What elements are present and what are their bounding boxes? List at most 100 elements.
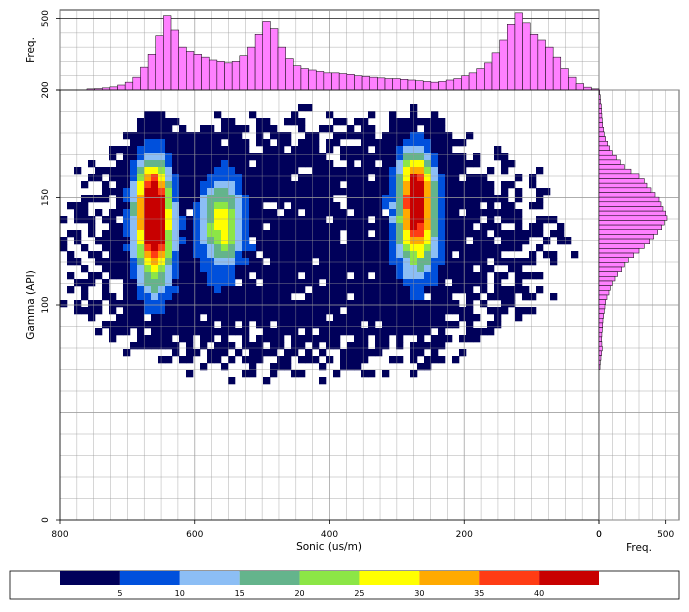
heatmap-cell	[508, 202, 516, 210]
heatmap-cell	[417, 314, 425, 322]
x-tick-label: 400	[321, 530, 338, 540]
heatmap-cell	[95, 251, 103, 259]
heatmap-cell	[116, 251, 124, 259]
heatmap-cell	[319, 335, 327, 343]
heatmap-cell	[515, 188, 523, 196]
heatmap-cell	[396, 279, 404, 287]
heatmap-cell	[193, 272, 201, 280]
heatmap-cell	[319, 307, 327, 315]
heatmap-cell	[109, 167, 117, 175]
heatmap-cell	[228, 279, 236, 287]
heatmap-cell	[515, 209, 523, 217]
heatmap-cell	[158, 209, 166, 217]
heatmap-cell	[417, 349, 425, 357]
heatmap-cell	[242, 244, 250, 252]
heatmap-cell	[424, 181, 432, 189]
heatmap-cell	[158, 202, 166, 210]
heatmap-cell	[130, 132, 138, 140]
heatmap-cell	[403, 202, 411, 210]
heatmap-cell	[375, 342, 383, 350]
heatmap-cell	[158, 132, 166, 140]
heatmap-cell	[354, 321, 362, 329]
right-histogram-bar	[598, 117, 603, 123]
heatmap-cell	[501, 188, 509, 196]
heatmap-cell	[459, 216, 467, 224]
heatmap-cell	[466, 195, 474, 203]
heatmap-cell	[270, 132, 278, 140]
heatmap-cell	[452, 321, 460, 329]
heatmap-cell	[403, 230, 411, 238]
heatmap-cell	[333, 370, 341, 378]
heatmap-cell	[172, 209, 180, 217]
heatmap-cell	[221, 286, 229, 294]
heatmap-cell	[235, 195, 243, 203]
heatmap-cell	[123, 188, 131, 196]
heatmap-cell	[214, 167, 222, 175]
x-tick-label: 600	[186, 530, 203, 540]
heatmap-cell	[200, 167, 208, 175]
heatmap-cell	[333, 230, 341, 238]
heatmap-cell	[438, 153, 446, 161]
heatmap-cell	[459, 251, 467, 259]
heatmap-cell	[417, 202, 425, 210]
heatmap-cell	[151, 188, 159, 196]
heatmap-cell	[256, 181, 264, 189]
heatmap-cell	[298, 153, 306, 161]
heatmap-cell	[137, 167, 145, 175]
heatmap-cell	[305, 216, 313, 224]
heatmap-cell	[438, 328, 446, 336]
heatmap-cell	[375, 349, 383, 357]
heatmap-cell	[284, 118, 292, 126]
heatmap-cell	[298, 335, 306, 343]
right-histogram-bar	[598, 290, 610, 296]
heatmap-cell	[445, 258, 453, 266]
top-histogram-ylabel: Freq.	[25, 37, 37, 63]
heatmap-cell	[74, 202, 82, 210]
heatmap-cell	[459, 258, 467, 266]
heatmap-cell	[494, 307, 502, 315]
heatmap-cell	[109, 216, 117, 224]
heatmap-cell	[221, 223, 229, 231]
heatmap-cell	[256, 195, 264, 203]
heatmap-cell	[207, 146, 215, 154]
heatmap-cell	[494, 279, 502, 287]
heatmap-cell	[354, 342, 362, 350]
heatmap-cell	[396, 328, 404, 336]
heatmap-cell	[130, 300, 138, 308]
heatmap-cell	[270, 314, 278, 322]
heatmap-cell	[347, 265, 355, 273]
heatmap-cell	[305, 188, 313, 196]
heatmap-cell	[221, 314, 229, 322]
heatmap-cell	[249, 251, 257, 259]
heatmap-cell	[459, 286, 467, 294]
heatmap-cell	[179, 223, 187, 231]
heatmap-cell	[452, 174, 460, 182]
right-histogram-bar	[598, 210, 666, 217]
heatmap-cell	[200, 132, 208, 140]
heatmap-cell	[473, 293, 481, 301]
heatmap-cell	[172, 279, 180, 287]
heatmap-cell	[480, 223, 488, 231]
heatmap-cell	[291, 167, 299, 175]
heatmap-cell	[375, 139, 383, 147]
heatmap-cell	[186, 174, 194, 182]
heatmap-cell	[424, 272, 432, 280]
heatmap-cell	[354, 272, 362, 280]
heatmap-cell	[466, 321, 474, 329]
y-tick-label: 150	[41, 189, 51, 206]
heatmap-cell	[158, 321, 166, 329]
heatmap-cell	[214, 265, 222, 273]
heatmap-cell	[270, 146, 278, 154]
heatmap-cell	[214, 307, 222, 315]
density-heatmap	[60, 104, 579, 385]
heatmap-cell	[459, 265, 467, 273]
heatmap-cell	[95, 328, 103, 336]
heatmap-cell	[445, 195, 453, 203]
heatmap-cell	[95, 307, 103, 315]
heatmap-cell	[144, 321, 152, 329]
heatmap-cell	[368, 181, 376, 189]
heatmap-cell	[333, 307, 341, 315]
heatmap-cell	[382, 146, 390, 154]
heatmap-cell	[403, 307, 411, 315]
heatmap-cell	[165, 132, 173, 140]
